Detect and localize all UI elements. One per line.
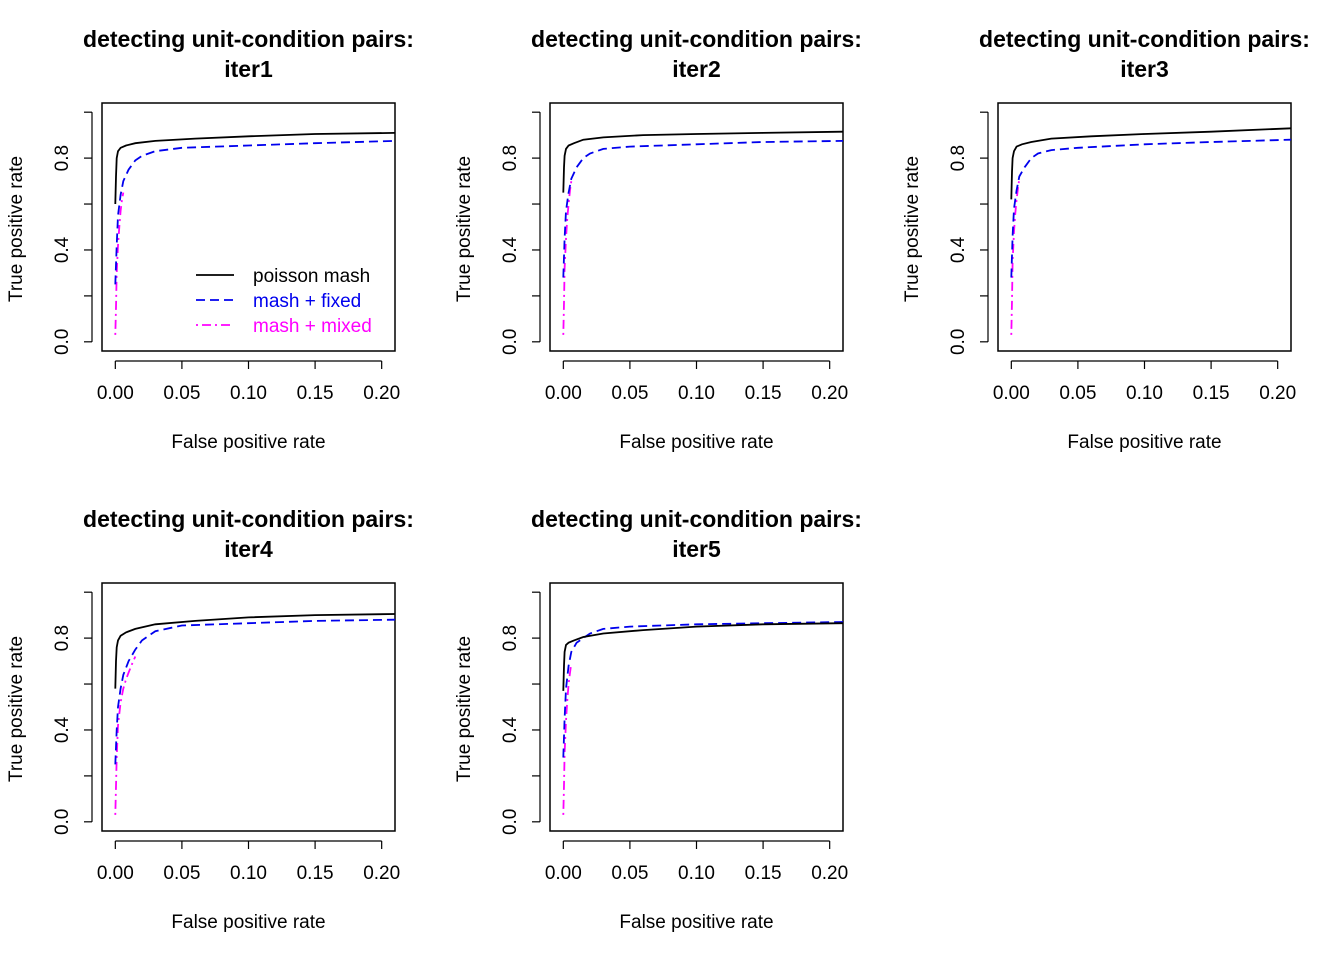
plot-frame (549, 582, 844, 832)
legend-label: poisson mash (253, 266, 370, 287)
chart-title-line2: iter3 (1120, 56, 1169, 82)
y-axis-label: True positive rate (902, 156, 923, 302)
y-tick-label: 0.4 (500, 716, 521, 743)
plot-frame (101, 102, 396, 352)
x-tick-label: 0.20 (811, 863, 848, 884)
chart-title-line2: iter2 (672, 56, 721, 82)
y-tick-label: 0.4 (52, 236, 73, 263)
x-axis-label: False positive rate (1067, 432, 1221, 453)
series-line-poisson-mash (562, 622, 843, 691)
series-line-poisson-mash (1010, 127, 1291, 200)
chart-title-line1: detecting unit-condition pairs: (531, 506, 862, 532)
chart-title-line2: iter1 (224, 56, 273, 82)
chart-panel-3: detecting unit-condition pairs:iter30.00… (902, 26, 1310, 453)
y-tick-label: 0.0 (500, 329, 521, 355)
series-line-poisson-mash (114, 613, 395, 689)
x-tick-label: 0.10 (230, 383, 267, 404)
x-tick-label: 0.15 (1193, 383, 1230, 404)
series-line-mash-mixed (1010, 178, 1021, 335)
x-tick-label: 0.15 (297, 383, 334, 404)
x-tick-label: 0.10 (678, 383, 715, 404)
plot-frame (549, 102, 844, 352)
y-tick-label: 0.8 (948, 145, 969, 171)
x-axis-label: False positive rate (171, 912, 325, 933)
legend: poisson mash mash + fixed mash + mixed (196, 266, 372, 337)
y-tick-label: 0.8 (500, 625, 521, 651)
legend-label: mash + mixed (253, 316, 372, 337)
series-line-mash-mixed (562, 180, 573, 335)
series-line-mash-fixed (1010, 138, 1291, 278)
x-tick-label: 0.15 (745, 383, 782, 404)
y-tick-label: 0.4 (52, 716, 73, 743)
chart-panel-4: detecting unit-condition pairs:iter40.00… (6, 506, 414, 933)
x-tick-label: 0.10 (230, 863, 267, 884)
y-axis-label: True positive rate (6, 636, 27, 782)
chart-title-line1: detecting unit-condition pairs: (979, 26, 1310, 52)
series-line-poisson-mash (114, 132, 395, 205)
y-tick-label: 0.8 (500, 145, 521, 171)
plot-frame (997, 102, 1292, 352)
chart-title-line1: detecting unit-condition pairs: (531, 26, 862, 52)
chart-panel-2: detecting unit-condition pairs:iter20.00… (454, 26, 862, 453)
x-tick-label: 0.05 (163, 383, 200, 404)
chart-panel-1: detecting unit-condition pairs:iter10.00… (6, 26, 414, 453)
chart-title-line2: iter4 (224, 536, 273, 562)
x-tick-label: 0.20 (363, 383, 400, 404)
x-axis-label: False positive rate (171, 432, 325, 453)
plot-frame (101, 582, 396, 832)
series-line-mash-fixed (562, 621, 843, 758)
series-line-mash-mixed (562, 663, 573, 815)
x-tick-label: 0.20 (811, 383, 848, 404)
y-tick-label: 0.0 (948, 329, 969, 355)
y-tick-label: 0.0 (52, 809, 73, 835)
y-tick-label: 0.8 (52, 145, 73, 171)
y-axis-label: True positive rate (454, 636, 475, 782)
x-axis-label: False positive rate (619, 432, 773, 453)
x-tick-label: 0.05 (163, 863, 200, 884)
x-tick-label: 0.00 (993, 383, 1030, 404)
x-tick-label: 0.05 (1059, 383, 1096, 404)
x-tick-label: 0.15 (745, 863, 782, 884)
series-line-mash-mixed (114, 192, 125, 335)
x-tick-label: 0.15 (297, 863, 334, 884)
y-tick-label: 0.4 (500, 236, 521, 263)
chart-title-line2: iter5 (672, 536, 721, 562)
chart-title-line1: detecting unit-condition pairs: (83, 506, 414, 532)
x-tick-label: 0.20 (363, 863, 400, 884)
x-tick-label: 0.00 (545, 863, 582, 884)
legend-label: mash + fixed (253, 291, 361, 312)
chart-panel-5: detecting unit-condition pairs:iter50.00… (454, 506, 862, 933)
x-tick-label: 0.05 (611, 863, 648, 884)
series-line-poisson-mash (562, 130, 843, 193)
x-tick-label: 0.10 (678, 863, 715, 884)
x-tick-label: 0.00 (97, 383, 134, 404)
x-tick-label: 0.00 (97, 863, 134, 884)
x-tick-label: 0.05 (611, 383, 648, 404)
y-tick-label: 0.4 (948, 236, 969, 263)
y-tick-label: 0.0 (500, 809, 521, 835)
y-tick-label: 0.0 (52, 329, 73, 355)
x-tick-label: 0.10 (1126, 383, 1163, 404)
series-line-mash-mixed (114, 656, 137, 815)
series-line-mash-fixed (114, 140, 395, 285)
y-axis-label: True positive rate (6, 156, 27, 302)
y-axis-label: True positive rate (454, 156, 475, 302)
series-line-mash-fixed (562, 140, 843, 278)
x-tick-label: 0.20 (1259, 383, 1296, 404)
series-line-mash-fixed (114, 618, 395, 765)
y-tick-label: 0.8 (52, 625, 73, 651)
x-tick-label: 0.00 (545, 383, 582, 404)
x-axis-label: False positive rate (619, 912, 773, 933)
chart-title-line1: detecting unit-condition pairs: (83, 26, 414, 52)
